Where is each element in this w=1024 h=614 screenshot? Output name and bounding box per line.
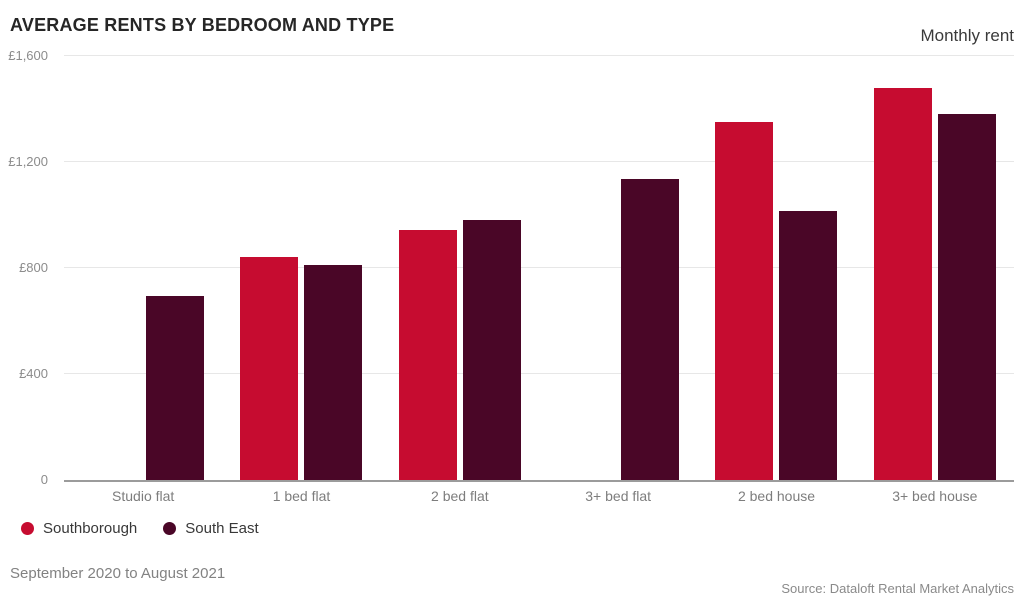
- gridline-400: [64, 373, 1014, 374]
- period-label: September 2020 to August 2021: [10, 565, 226, 582]
- gridline-800: [64, 267, 1014, 268]
- bar-south-east-2-bed-house: [779, 211, 838, 480]
- legend-item-southborough: Southborough: [21, 520, 137, 537]
- bar-south-east-3-bed-house: [937, 114, 996, 480]
- legend-dot-south-east: [163, 522, 177, 535]
- legend: Southborough South East: [21, 520, 259, 537]
- bar-group-2-bed-house: [697, 56, 855, 480]
- x-tick-label-2-bed-house: 2 bed house: [737, 488, 816, 504]
- y-tick-label-0: 0: [40, 472, 48, 487]
- bar-south-east-studio-flat: [146, 295, 205, 480]
- x-tick-label-2-bed-flat: 2 bed flat: [431, 488, 489, 504]
- bar-southborough-2-bed-house: [715, 122, 774, 480]
- y-axis-unit-label: Monthly rent: [920, 26, 1014, 45]
- y-tick-label-400: £400: [19, 366, 48, 381]
- bar-group-3-bed-flat: [539, 56, 697, 480]
- source-label: Source: Dataloft Rental Market Analytics: [781, 581, 1014, 596]
- y-tick-label-1600: £1,600: [8, 48, 48, 63]
- bar-south-east-2-bed-flat: [462, 220, 521, 480]
- x-tick-label-3-bed-house: 3+ bed house: [892, 488, 978, 504]
- y-tick-label-800: £800: [19, 260, 48, 275]
- legend-dot-southborough: [21, 522, 34, 535]
- legend-label-southborough: Southborough: [43, 520, 138, 537]
- x-tick-label-3-bed-flat: 3+ bed flat: [585, 488, 652, 504]
- y-tick-label-1200: £1,200: [8, 154, 48, 169]
- bar-southborough-2-bed-flat: [398, 229, 457, 480]
- legend-item-south-east: South East: [163, 520, 259, 537]
- bar-southborough-3-bed-house: [873, 87, 932, 480]
- bar-group-2-bed-flat: [381, 56, 539, 480]
- bar-group-3-bed-house: [856, 56, 1014, 480]
- bar-group-1-bed-flat: [222, 56, 380, 480]
- bar-south-east-1-bed-flat: [304, 265, 363, 480]
- bar-south-east-3-bed-flat: [621, 179, 680, 480]
- legend-label-south-east: South East: [185, 520, 259, 537]
- bar-southborough-1-bed-flat: [240, 257, 299, 480]
- plot-area: [64, 55, 1014, 482]
- x-tick-label-studio-flat: Studio flat: [112, 488, 175, 504]
- bar-group-studio-flat: [64, 56, 222, 480]
- chart-title: AVERAGE RENTS BY BEDROOM AND TYPE: [10, 15, 395, 35]
- x-tick-label-1-bed-flat: 1 bed flat: [272, 488, 331, 504]
- gridline-1600: [64, 55, 1014, 56]
- gridline-1200: [64, 161, 1014, 162]
